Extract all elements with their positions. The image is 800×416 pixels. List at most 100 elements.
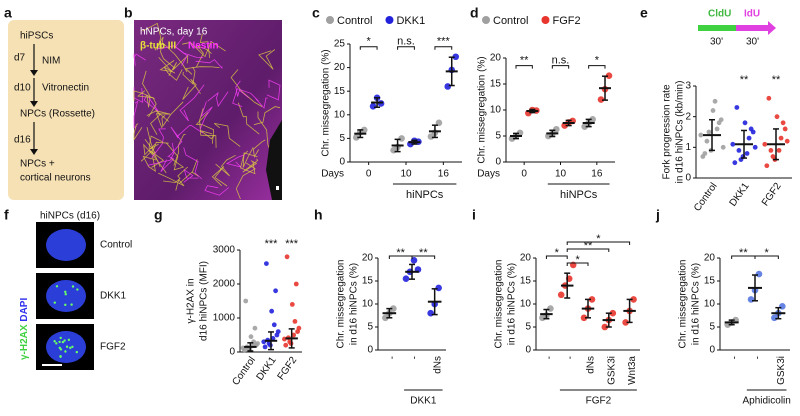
data-point [752, 144, 758, 150]
label-second: IdU [744, 9, 760, 20]
focus [71, 345, 74, 349]
flow-day: d10 [14, 83, 31, 94]
significance-label: ** [419, 247, 428, 259]
significance-bar [551, 65, 570, 69]
flow-node: cortical neurons [20, 173, 91, 184]
significance-label: * [367, 36, 372, 48]
data-point [248, 334, 254, 340]
fiber [133, 53, 146, 66]
row-label: FGF2 [100, 342, 126, 353]
significance-label: ** [772, 74, 781, 86]
arrow-head [768, 21, 776, 35]
data-point [588, 296, 596, 303]
flowchart-box [8, 20, 124, 200]
fiber [200, 130, 215, 140]
significance-label: * [575, 254, 580, 266]
focus [76, 288, 79, 291]
data-point [780, 120, 786, 126]
data-point [716, 120, 722, 126]
x-tick-label: - [753, 356, 764, 359]
flow-node: hiPSCs [20, 31, 53, 42]
fiber [184, 66, 220, 75]
data-point [255, 341, 260, 346]
group-label: DKK1 [410, 396, 437, 407]
y-tick-label: 0 [229, 347, 235, 358]
x-tick-label: FGF2 [276, 355, 300, 383]
panel-letter: c [312, 5, 320, 21]
data-point [747, 296, 755, 303]
data-point [706, 129, 712, 135]
data-point [601, 323, 609, 331]
x-row-label: Days [321, 169, 344, 180]
channel-label: DAPI [19, 298, 30, 322]
focus [71, 285, 75, 288]
y-tick-label: 10 [490, 105, 502, 116]
fiber [266, 79, 281, 101]
fiber [237, 102, 260, 135]
fiber [255, 97, 268, 110]
x-tick-label: 16 [591, 169, 603, 180]
data-point [712, 98, 718, 104]
fiber [214, 123, 241, 147]
fiber [235, 80, 249, 99]
data-point [710, 108, 716, 113]
flow-node: NPCs (Rossette) [20, 109, 95, 120]
data-point [547, 305, 554, 312]
fiber [230, 69, 263, 107]
x-tick-label: 16 [438, 169, 450, 180]
y-axis-label: d16 hiNPCs (MFI) [199, 261, 210, 341]
y-tick-label: 20 [362, 253, 374, 264]
focus [64, 290, 67, 294]
y-axis-label: in d16 hiNPCs (%) [349, 263, 360, 345]
pulse-bar [736, 25, 768, 31]
significance-label: ** [520, 55, 529, 67]
data-point [748, 126, 754, 132]
row-label: DKK1 [100, 291, 127, 302]
x-row-label: Days [477, 169, 500, 180]
focus [67, 338, 71, 342]
data-point [284, 254, 290, 260]
x-tick-label: DKK1 [728, 181, 752, 209]
panel-letter: a [4, 5, 12, 21]
data-point [774, 114, 780, 120]
significance-label: n.s. [552, 55, 570, 67]
data-point [266, 341, 272, 346]
legend-swatch [541, 16, 550, 24]
data-point [252, 325, 258, 331]
focus [55, 342, 58, 345]
pulse-bar [698, 25, 736, 31]
data-point [589, 116, 596, 123]
significance-bar [434, 46, 453, 50]
image-title: hNPCs, day 16 [140, 27, 208, 38]
fiber [156, 45, 188, 66]
channel-label: Nestin [188, 41, 219, 52]
focus [64, 292, 67, 296]
y-axis-label: Fork progression rate [662, 84, 673, 179]
data-point [444, 83, 452, 90]
data-point [766, 95, 772, 101]
y-tick-label: 25 [334, 39, 346, 50]
data-point [283, 342, 289, 348]
fiber [158, 172, 185, 191]
x-tick-label: dNs [432, 356, 443, 374]
channel-label: β-tub III [140, 41, 176, 52]
nucleus [46, 280, 86, 312]
data-point [732, 160, 738, 166]
data-point [243, 298, 249, 304]
y-tick-label: 0 [495, 157, 501, 168]
x-tick-label: 10 [400, 169, 412, 180]
micrograph-edge [266, 120, 282, 200]
focus [58, 346, 61, 350]
cell-images: Control DKK1 FGF2 [36, 222, 132, 370]
significance-bar [754, 255, 779, 259]
significance-label: * [595, 55, 600, 67]
fiber [143, 95, 159, 112]
group-label: hiNPCs [406, 189, 444, 201]
data-point [382, 314, 389, 322]
legend-swatch [482, 16, 490, 24]
duration: 30' [746, 37, 759, 48]
fiber [207, 91, 229, 108]
y-tick-label: 3 [685, 81, 691, 92]
significance-label: *** [265, 238, 279, 250]
flow-day: d7 [14, 53, 26, 64]
